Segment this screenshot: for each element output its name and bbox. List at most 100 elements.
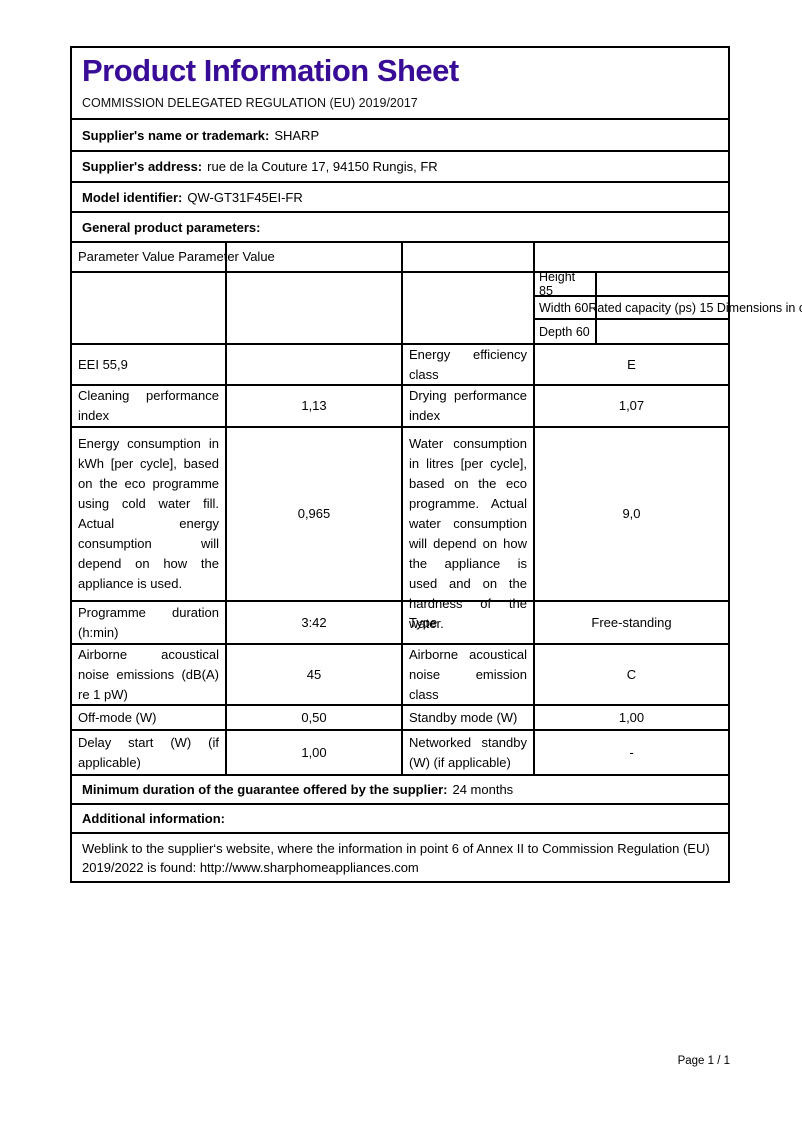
empty-cell xyxy=(225,273,401,343)
eei-label: EEI 55,9 xyxy=(78,356,128,372)
dimensions-subtable: Height 85 Width 60Rated capacity (ps) 15… xyxy=(533,270,802,343)
duration-row: Programme duration (h:min) 3:42 Type Fre… xyxy=(72,600,728,643)
dimension-width-row: Width 60Rated capacity (ps) 15 Dimension… xyxy=(535,297,802,320)
networked-standby-value: - xyxy=(629,744,634,760)
standby-value: 1,00 xyxy=(618,709,645,725)
networked-standby-label-cell: Networked standby (W) (if applicable) xyxy=(401,731,533,774)
parameter-header-cell: Parameter Value Parameter Value xyxy=(72,243,275,271)
water-consumption-label-cell: Water consumption in litres [per cycle],… xyxy=(401,428,533,631)
delay-start-value: 1,00 xyxy=(301,744,327,760)
energy-class-value-cell: E xyxy=(533,345,728,384)
empty-cell xyxy=(597,320,728,343)
dimension-width-overflow-text: Width 60Rated capacity (ps) 15 Dimension… xyxy=(539,300,802,315)
weblink-text: Weblink to the supplier‘s website, where… xyxy=(82,841,710,875)
energy-class-label-cell: Energy efficiency class xyxy=(401,345,533,384)
networked-standby-label: Networked standby (W) (if applicable) xyxy=(409,734,527,770)
guarantee-label: Minimum duration of the guarantee offere… xyxy=(82,782,448,797)
empty-cell xyxy=(401,273,533,343)
energy-consumption-value-cell: 0,965 xyxy=(225,428,401,600)
weblink-row: Weblink to the supplier‘s website, where… xyxy=(72,832,728,881)
guarantee-value: 24 months xyxy=(452,782,514,797)
noise-emissions-value-cell: 45 xyxy=(225,645,401,704)
empty-cell xyxy=(225,243,401,271)
supplier-address-value: rue de la Couture 17, 94150 Rungis, FR xyxy=(207,159,438,174)
eei-row: EEI 55,9 Energy efficiency class E xyxy=(72,343,728,384)
energy-consumption-label-cell: Energy consumption in kWh [per cycle], b… xyxy=(72,428,225,600)
dimensions-row: Height 85 Width 60Rated capacity (ps) 15… xyxy=(72,270,802,343)
dimension-depth-text: Depth 60 xyxy=(539,324,590,339)
standby-label: Standby mode (W) xyxy=(409,709,518,725)
energy-class-value: E xyxy=(627,356,636,372)
model-identifier-row: Model identifier: QW-GT31F45EI-FR xyxy=(72,181,728,211)
water-consumption-value: 9,0 xyxy=(622,506,641,521)
noise-emissions-label: Airborne acoustical noise emissions (dB(… xyxy=(78,646,219,702)
additional-information-row: Additional information: xyxy=(72,803,728,832)
consumption-row: Energy consumption in kWh [per cycle], b… xyxy=(72,426,728,631)
delay-start-row: Delay start (W) (if applicable) 1,00 Net… xyxy=(72,729,728,774)
energy-class-label: Energy efficiency class xyxy=(409,346,527,382)
empty-cell xyxy=(597,273,728,295)
supplier-name-label: Supplier's name or trademark: xyxy=(82,127,270,143)
type-label-cell: Type xyxy=(401,602,533,643)
header-block: Product Information Sheet COMMISSION DEL… xyxy=(72,48,728,118)
water-consumption-label: Water consumption in litres [per cycle],… xyxy=(409,436,527,631)
empty-cell xyxy=(533,243,728,271)
guarantee-row: Minimum duration of the guarantee offere… xyxy=(72,774,728,803)
dimension-height-row: Height 85 xyxy=(535,270,728,298)
cleaning-label-cell: Cleaning performance index xyxy=(72,386,225,426)
noise-class-label-cell: Airborne acoustical noise emission class xyxy=(401,645,533,704)
dimension-width-cell: Width 60Rated capacity (ps) 15 Dimension… xyxy=(535,297,802,318)
offmode-value-cell: 0,50 xyxy=(225,706,401,729)
product-information-sheet: Product Information Sheet COMMISSION DEL… xyxy=(70,46,802,883)
eei-label-cell: EEI 55,9 xyxy=(72,345,225,384)
drying-label: Drying performance index xyxy=(409,388,527,423)
noise-row: Airborne acoustical noise emissions (dB(… xyxy=(72,643,728,704)
empty-cell xyxy=(72,273,225,343)
networked-standby-value-cell: - xyxy=(533,731,728,774)
energy-consumption-value: 0,965 xyxy=(297,506,331,521)
standby-label-cell: Standby mode (W) xyxy=(401,706,533,729)
cleaning-value-cell: 1,13 xyxy=(225,386,401,426)
delay-start-label-cell: Delay start (W) (if applicable) xyxy=(72,731,225,774)
model-identifier-label: Model identifier: xyxy=(82,189,183,205)
drying-value-cell: 1,07 xyxy=(533,386,728,426)
additional-information-label: Additional information: xyxy=(82,811,225,826)
cleaning-row: Cleaning performance index 1,13 Drying p… xyxy=(72,384,728,426)
regulation-subtitle: COMMISSION DELEGATED REGULATION (EU) 201… xyxy=(82,96,418,110)
type-value-cell: Free-standing xyxy=(533,602,728,643)
duration-value: 3:42 xyxy=(301,614,327,630)
water-consumption-value-cell: 9,0 xyxy=(533,428,728,600)
dimension-height-text: Height 85 xyxy=(539,270,576,298)
type-value: Free-standing xyxy=(591,614,672,630)
noise-class-value-cell: C xyxy=(533,645,728,704)
offmode-label: Off-mode (W) xyxy=(78,709,157,725)
supplier-name-value: SHARP xyxy=(274,127,320,143)
dimension-height-cell: Height 85 xyxy=(535,270,597,298)
cleaning-value: 1,13 xyxy=(301,398,327,413)
dimension-depth-cell: Depth 60 xyxy=(535,320,597,343)
page-number: Page 1 / 1 xyxy=(677,1055,730,1067)
drying-label-cell: Drying performance index xyxy=(401,386,533,426)
noise-emissions-value: 45 xyxy=(306,666,322,682)
dimension-depth-row: Depth 60 xyxy=(535,320,728,343)
energy-consumption-label: Energy consumption in kWh [per cycle], b… xyxy=(78,436,219,591)
offmode-value: 0,50 xyxy=(301,709,327,725)
delay-start-label: Delay start (W) (if applicable) xyxy=(78,734,219,770)
parameter-header-row: Parameter Value Parameter Value xyxy=(72,241,728,271)
noise-emissions-label-cell: Airborne acoustical noise emissions (dB(… xyxy=(72,645,225,704)
supplier-address-label: Supplier's address: xyxy=(82,159,203,174)
drying-value: 1,07 xyxy=(618,398,645,413)
supplier-name-row: Supplier's name or trademark: SHARP xyxy=(72,118,728,150)
supplier-address-row: Supplier's address: rue de la Couture 17… xyxy=(72,150,728,181)
noise-class-value: C xyxy=(626,666,637,682)
duration-label-cell: Programme duration (h:min) xyxy=(72,602,225,643)
empty-cell xyxy=(401,243,533,271)
offmode-label-cell: Off-mode (W) xyxy=(72,706,225,729)
general-parameters-row: General product parameters: xyxy=(72,211,728,241)
delay-start-value-cell: 1,00 xyxy=(225,731,401,774)
general-parameters-label: General product parameters: xyxy=(82,219,261,235)
duration-value-cell: 3:42 xyxy=(225,602,401,643)
duration-label: Programme duration (h:min) xyxy=(78,604,219,640)
page-title: Product Information Sheet xyxy=(82,53,459,88)
